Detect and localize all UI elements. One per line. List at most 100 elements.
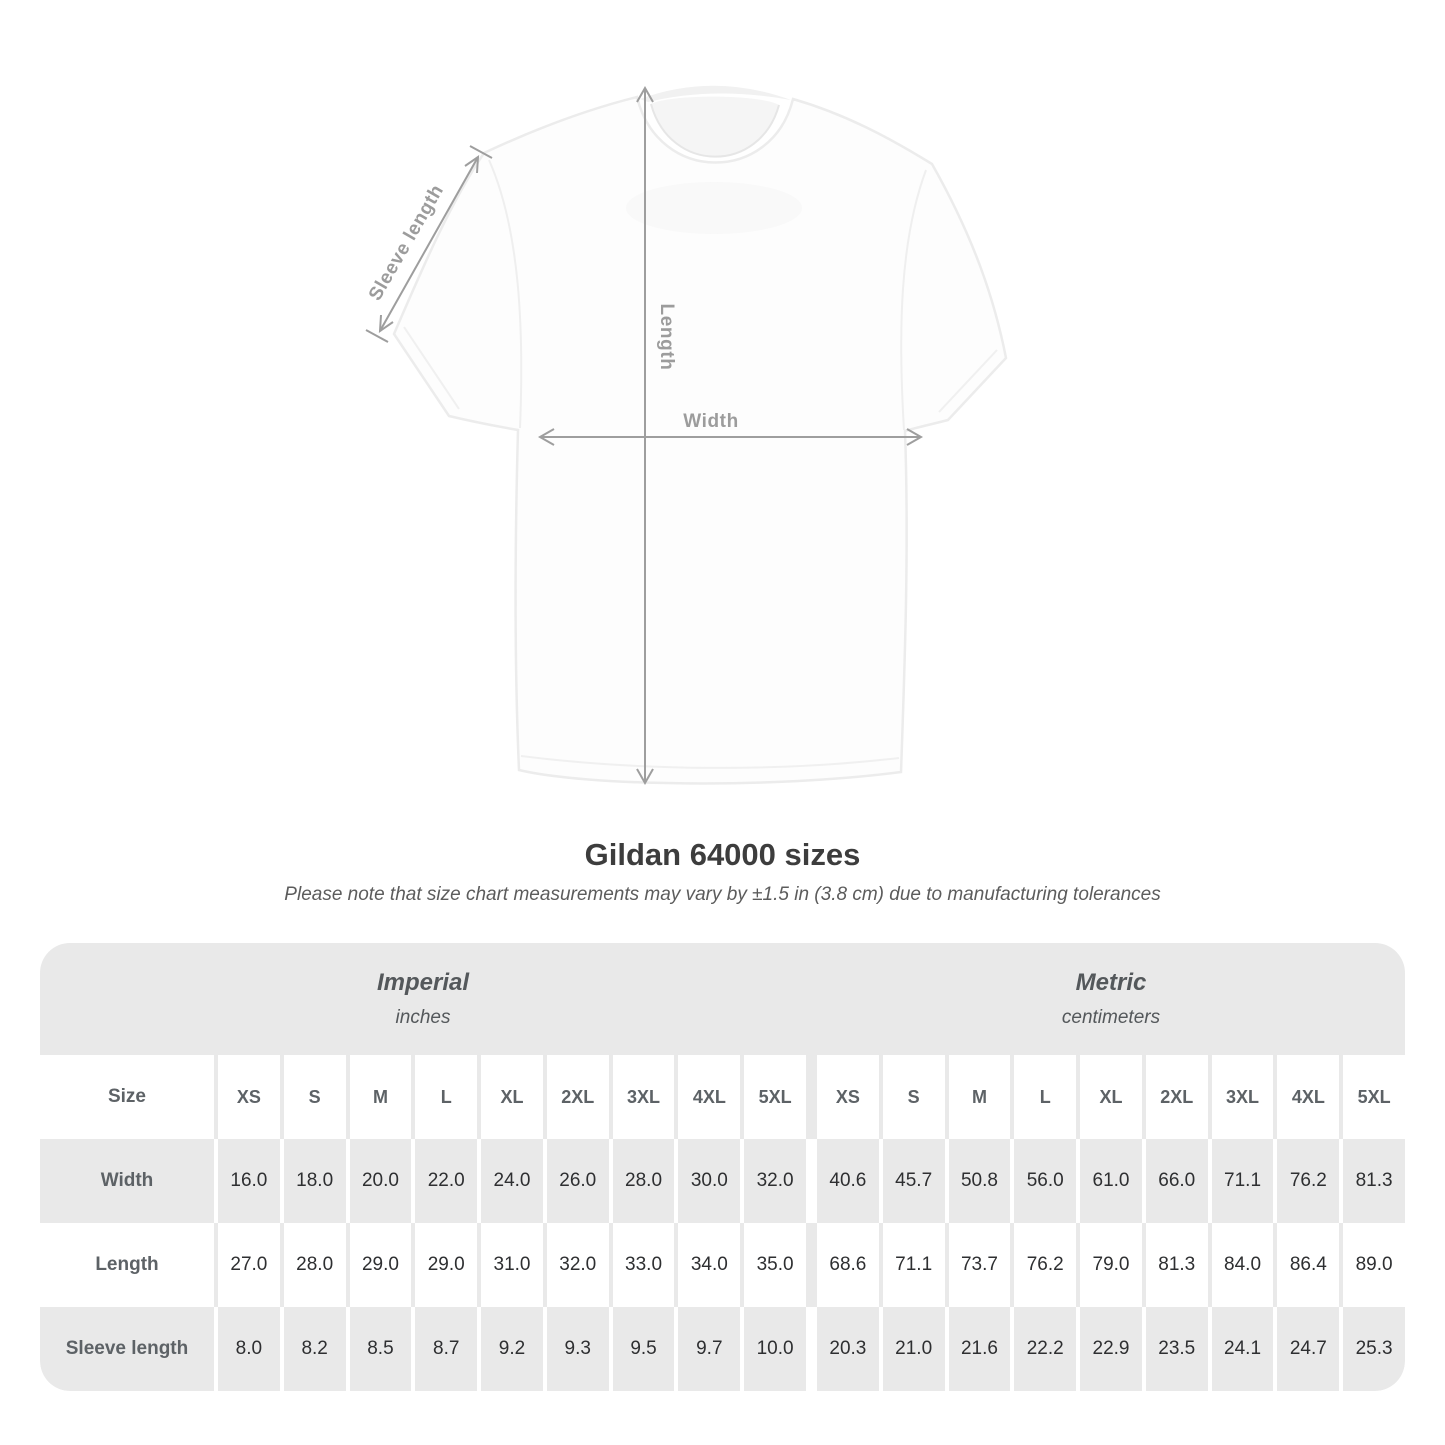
table-cell: 81.3 bbox=[1343, 1139, 1405, 1223]
tshirt-body bbox=[392, 95, 1008, 785]
right-armhole-seam bbox=[900, 169, 927, 431]
size-col-header: XL bbox=[481, 1055, 543, 1139]
size-col-header: 3XL bbox=[612, 1055, 675, 1139]
length-arrow bbox=[636, 85, 654, 786]
table-cell: 81.3 bbox=[1145, 1223, 1208, 1307]
table-cell: 10.0 bbox=[744, 1307, 806, 1391]
table-cell: 89.0 bbox=[1343, 1223, 1405, 1307]
section-divider bbox=[810, 1223, 813, 1307]
size-col-header: XS bbox=[817, 1055, 879, 1139]
neck-opening bbox=[651, 96, 779, 157]
section-divider bbox=[810, 1307, 813, 1391]
size-col-header: 2XL bbox=[546, 1055, 609, 1139]
table-cell: 50.8 bbox=[948, 1139, 1011, 1223]
width-label: Width bbox=[683, 411, 739, 432]
imperial-title: Imperial bbox=[376, 969, 470, 996]
tshirt-diagram: Sleeve length Length Width bbox=[365, 85, 1008, 786]
table-cell: 16.0 bbox=[218, 1139, 280, 1223]
table-cell: 28.0 bbox=[612, 1139, 675, 1223]
table-cell: 26.0 bbox=[546, 1139, 609, 1223]
size-col-header: L bbox=[415, 1055, 478, 1139]
table-cell: 21.0 bbox=[882, 1307, 945, 1391]
size-col-header: 4XL bbox=[678, 1055, 741, 1139]
table-cell: 66.0 bbox=[1145, 1139, 1208, 1223]
table-cell: 73.7 bbox=[948, 1223, 1011, 1307]
tolerance-note: Please note that size chart measurements… bbox=[284, 884, 1161, 905]
table-cell: 30.0 bbox=[678, 1139, 741, 1223]
table-cell: 22.0 bbox=[415, 1139, 478, 1223]
metric-title: Metric bbox=[1075, 969, 1147, 996]
size-col-header: L bbox=[1014, 1055, 1077, 1139]
row-label: Length bbox=[40, 1223, 214, 1307]
units-header-band: Imperial inches Metric centimeters bbox=[40, 943, 1405, 1055]
size-header-row: Size XS S M L XL 2XL 3XL 4XL 5XL XS S M … bbox=[40, 1055, 1405, 1139]
metric-unit: centimeters bbox=[1061, 1007, 1161, 1028]
table-cell: 21.6 bbox=[948, 1307, 1011, 1391]
size-col-header: S bbox=[882, 1055, 945, 1139]
table-cell: 45.7 bbox=[882, 1139, 945, 1223]
table-cell: 8.0 bbox=[218, 1307, 280, 1391]
table-cell: 25.3 bbox=[1343, 1307, 1405, 1391]
width-arrow bbox=[537, 428, 924, 446]
table-cell: 18.0 bbox=[283, 1139, 346, 1223]
table-cell: 24.1 bbox=[1211, 1307, 1274, 1391]
size-col-header: 5XL bbox=[1343, 1055, 1405, 1139]
imperial-unit: inches bbox=[395, 1007, 451, 1028]
row-label: Sleeve length bbox=[40, 1307, 214, 1391]
size-col-header: M bbox=[948, 1055, 1011, 1139]
size-col-header: 3XL bbox=[1211, 1055, 1274, 1139]
table-cell: 9.2 bbox=[481, 1307, 543, 1391]
left-cuff-hem bbox=[403, 326, 460, 410]
table-cell: 33.0 bbox=[612, 1223, 675, 1307]
table-cell: 22.2 bbox=[1014, 1307, 1077, 1391]
table-cell: 27.0 bbox=[218, 1223, 280, 1307]
table-cell: 32.0 bbox=[744, 1139, 806, 1223]
table-cell: 68.6 bbox=[817, 1223, 879, 1307]
table-cell: 8.7 bbox=[415, 1307, 478, 1391]
tshirt-illustration bbox=[365, 85, 1008, 786]
table-cell: 8.5 bbox=[349, 1307, 412, 1391]
size-corner-label: Size bbox=[40, 1055, 214, 1139]
table-cell: 40.6 bbox=[817, 1139, 879, 1223]
table-cell: 29.0 bbox=[415, 1223, 478, 1307]
size-col-header: 5XL bbox=[744, 1055, 806, 1139]
table-cell: 32.0 bbox=[546, 1223, 609, 1307]
table-cell: 22.9 bbox=[1080, 1307, 1142, 1391]
table-cell: 20.3 bbox=[817, 1307, 879, 1391]
table-cell: 9.5 bbox=[612, 1307, 675, 1391]
section-divider bbox=[810, 1055, 813, 1139]
bottom-hem bbox=[520, 755, 900, 769]
table-cell: 8.2 bbox=[283, 1307, 346, 1391]
size-table: Imperial inches Metric centimeters Size … bbox=[40, 943, 1405, 1391]
table-cell: 84.0 bbox=[1211, 1223, 1274, 1307]
table-row-sleeve-length: Sleeve length 8.0 8.2 8.5 8.7 9.2 9.3 9.… bbox=[40, 1307, 1405, 1391]
page-title: Gildan 64000 sizes bbox=[584, 837, 861, 872]
table-cell: 29.0 bbox=[349, 1223, 412, 1307]
tshirt-back-collar bbox=[640, 85, 791, 102]
right-cuff-hem bbox=[938, 349, 998, 413]
table-cell: 34.0 bbox=[678, 1223, 741, 1307]
table-cell: 35.0 bbox=[744, 1223, 806, 1307]
size-col-header: 2XL bbox=[1145, 1055, 1208, 1139]
size-col-header: M bbox=[349, 1055, 412, 1139]
metric-section-header: Metric centimeters bbox=[817, 943, 1405, 1055]
table-cell: 71.1 bbox=[1211, 1139, 1274, 1223]
table-cell: 23.5 bbox=[1145, 1307, 1208, 1391]
size-col-header: XS bbox=[218, 1055, 280, 1139]
table-row-length: Length 27.0 28.0 29.0 29.0 31.0 32.0 33.… bbox=[40, 1223, 1405, 1307]
table-row-width: Width 16.0 18.0 20.0 22.0 24.0 26.0 28.0… bbox=[40, 1139, 1405, 1223]
collar-rib-seam bbox=[650, 103, 780, 158]
table-cell: 9.7 bbox=[678, 1307, 741, 1391]
table-cell: 56.0 bbox=[1014, 1139, 1077, 1223]
table-cell: 61.0 bbox=[1080, 1139, 1142, 1223]
table-cell: 24.7 bbox=[1277, 1307, 1340, 1391]
size-col-header: 4XL bbox=[1277, 1055, 1340, 1139]
table-cell: 20.0 bbox=[349, 1139, 412, 1223]
table-cell: 24.0 bbox=[481, 1139, 543, 1223]
row-label: Width bbox=[40, 1139, 214, 1223]
imperial-section-header: Imperial inches bbox=[40, 943, 806, 1055]
left-armhole-seam bbox=[488, 159, 523, 429]
chest-shading bbox=[626, 182, 802, 234]
section-divider bbox=[810, 1139, 813, 1223]
